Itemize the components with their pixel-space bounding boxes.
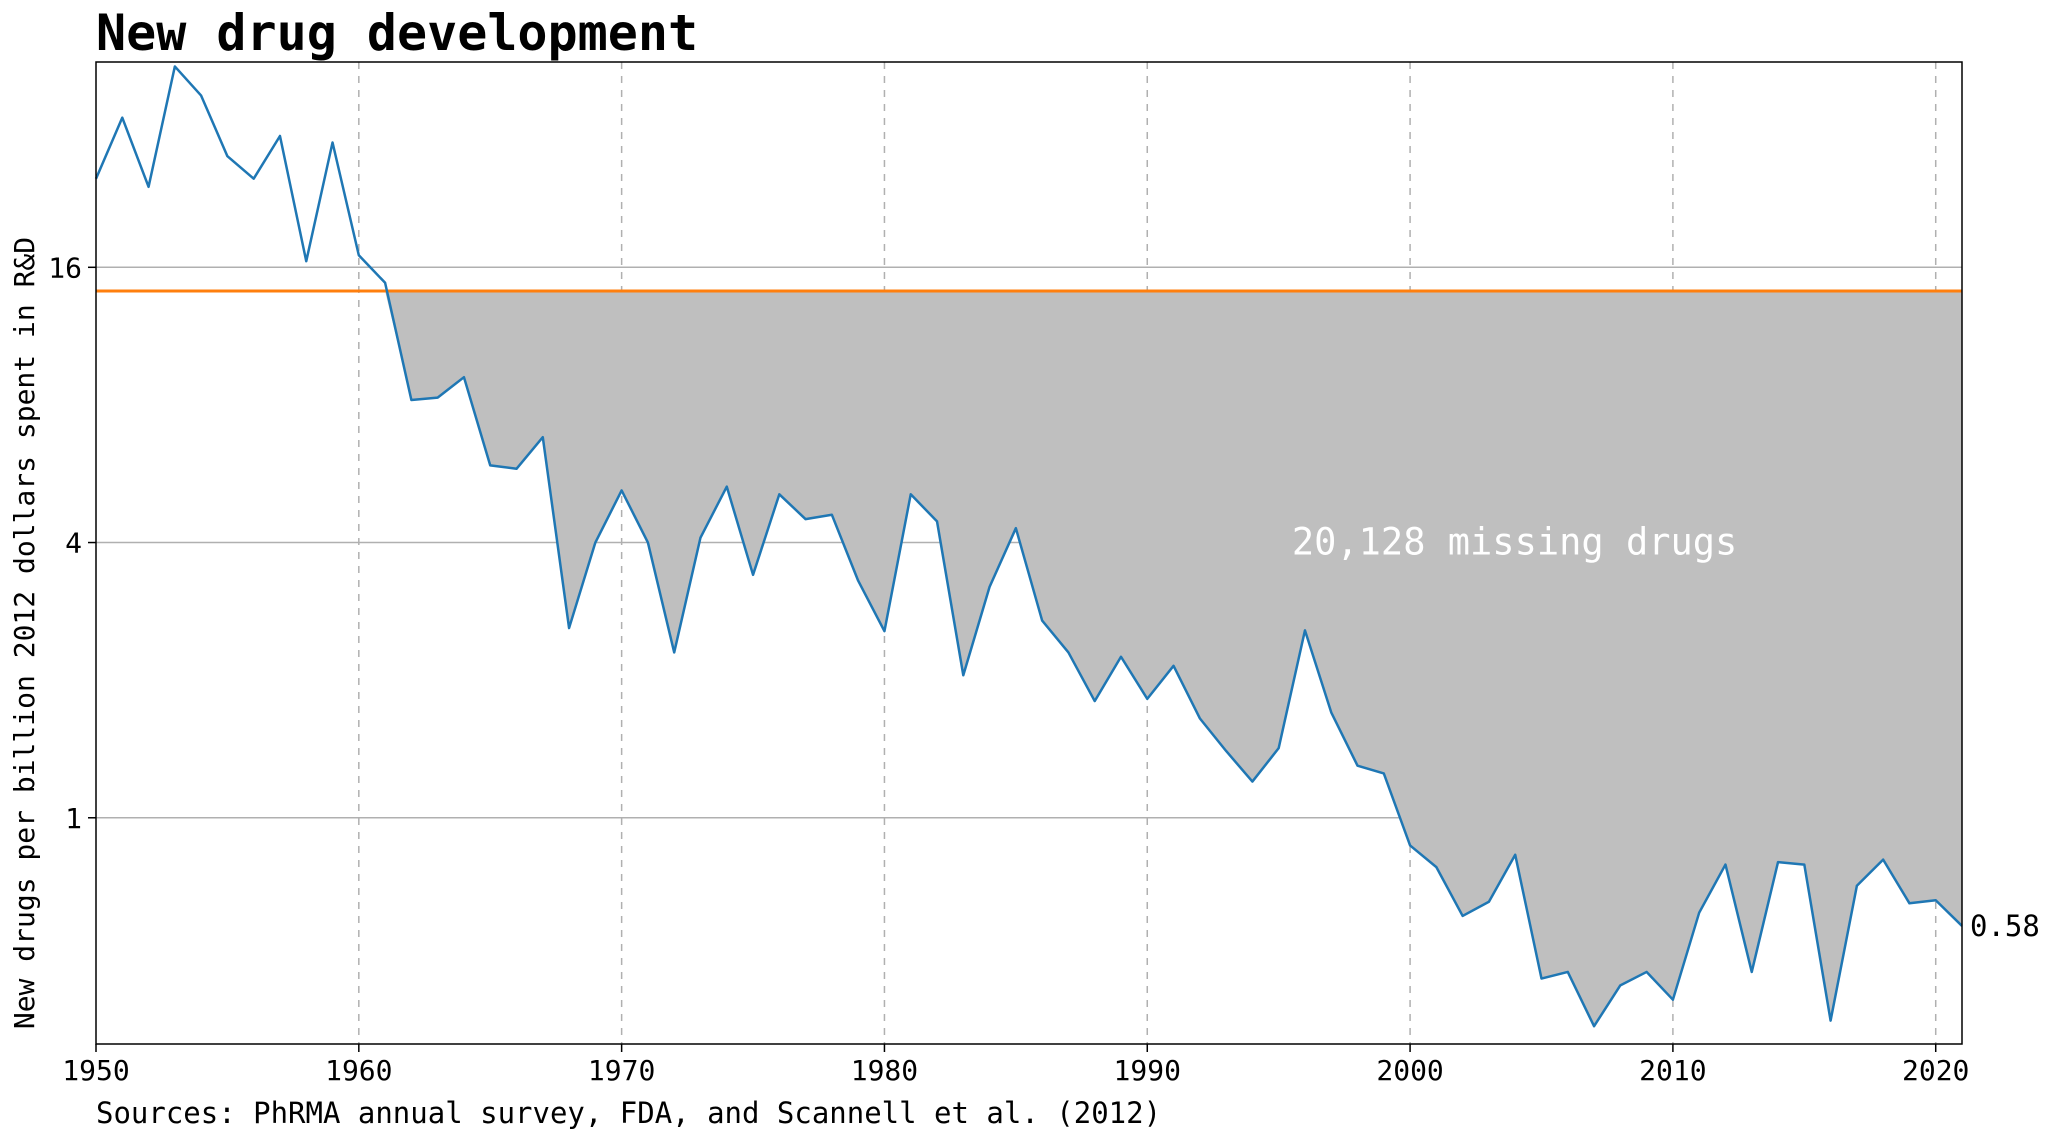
missing-drugs-annotation: 20,128 missing drugs bbox=[1292, 521, 1738, 564]
series-lines bbox=[94, 65, 1963, 1028]
chart-title: New drug development bbox=[96, 4, 699, 62]
x-tick-label: 1970 bbox=[588, 1054, 655, 1087]
x-tick-label: 2000 bbox=[1376, 1054, 1443, 1087]
chart-source: Sources: PhRMA annual survey, FDA, and S… bbox=[96, 1096, 1162, 1130]
plot-frame bbox=[95, 61, 1963, 1045]
y-axis-label: New drugs per billion 2012 dollars spent… bbox=[8, 237, 41, 1029]
y-tick-label: 16 bbox=[48, 251, 82, 284]
x-tick-label: 1980 bbox=[851, 1054, 918, 1087]
missing-drugs-area bbox=[385, 291, 1962, 1027]
x-tick-label: 2020 bbox=[1902, 1054, 1969, 1087]
y-tick-label: 4 bbox=[65, 527, 82, 560]
x-tick-label: 1990 bbox=[1114, 1054, 1181, 1087]
series-line bbox=[94, 65, 1963, 1028]
shaded-area bbox=[385, 291, 1962, 1027]
x-tick-label: 1960 bbox=[325, 1054, 392, 1087]
end-value-label: 0.58 bbox=[1970, 909, 2040, 943]
x-tick-label: 1950 bbox=[62, 1054, 129, 1087]
y-tick-label: 1 bbox=[65, 802, 82, 835]
axis-ticks: 1950 1960 1970 1980 1990 2000 2010 2020 1 4 16 bbox=[48, 251, 1969, 1087]
x-tick-label: 2010 bbox=[1639, 1054, 1706, 1087]
